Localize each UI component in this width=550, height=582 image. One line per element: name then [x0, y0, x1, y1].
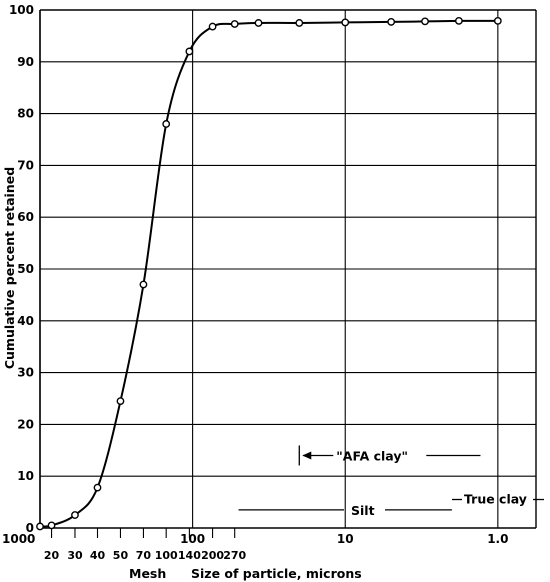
mesh-tick-label-40: 40: [90, 549, 106, 562]
data-point-11: [295, 19, 304, 27]
data-point-14: [421, 17, 429, 26]
y-tick-label-60: 60: [17, 210, 34, 224]
y-tick-label-30: 30: [17, 366, 34, 380]
grid: [39, 9, 536, 529]
mesh-tick-label-70: 70: [136, 549, 152, 562]
y-tick-label-100: 100: [9, 3, 34, 17]
x-axis: 1000 100 10 1.0: [2, 532, 508, 546]
plot-frame: [39, 9, 537, 529]
silt-label: Silt: [351, 503, 375, 518]
afa-clay-label: "AFA clay": [336, 448, 408, 463]
y-tick-label-90: 90: [17, 55, 34, 69]
data-point-16: [493, 16, 502, 25]
data-point-3: [93, 483, 102, 492]
mesh-axis-title: Mesh: [129, 566, 166, 581]
y-axis-title: Cumulative percent retained: [2, 167, 17, 369]
x-tick-label-100: 100: [180, 532, 205, 546]
mesh-tick-label-50: 50: [113, 549, 129, 562]
mesh-tick-label-30: 30: [67, 549, 83, 562]
data-point-10: [254, 19, 263, 27]
y-tick-label-80: 80: [17, 107, 34, 121]
x-axis-title: Size of particle, microns: [191, 566, 362, 581]
data-points: [36, 16, 502, 531]
data-point-7: [185, 47, 194, 56]
data-point-13: [387, 18, 396, 26]
mesh-tick-label-140: 140: [178, 549, 201, 562]
y-tick-label-20: 20: [17, 417, 34, 431]
data-point-5: [139, 280, 148, 289]
afa-clay-arrowhead: [302, 451, 312, 460]
x-tick-label-10: 10: [337, 532, 354, 546]
y-tick-label-10: 10: [17, 469, 34, 483]
data-point-15: [454, 16, 463, 25]
data-point-6: [162, 120, 171, 128]
annotations: "AFA clay" Silt True clay: [238, 445, 544, 518]
data-point-1: [47, 521, 56, 530]
mesh-axis: 20 30 40 50 70 100 140 200 270: [44, 528, 247, 562]
data-point-4: [116, 397, 125, 405]
data-point-0: [36, 522, 44, 531]
mesh-tick-label-270: 270: [223, 549, 246, 562]
data-point-12: [341, 18, 350, 27]
data-point-8: [208, 22, 217, 31]
cumulative-curve: [39, 19, 498, 528]
y-axis: 0 10 20 30 40 50 60 70 80 90 100: [9, 3, 34, 535]
y-tick-label-70: 70: [17, 158, 34, 172]
data-point-9: [230, 20, 239, 28]
x-tick-label-1.0: 1.0: [487, 532, 508, 546]
true-clay-label: True clay: [464, 492, 527, 507]
y-tick-label-0: 0: [26, 521, 34, 535]
x-tick-label-1000: 1000: [2, 532, 35, 546]
mesh-tick-label-20: 20: [44, 549, 60, 562]
y-tick-label-40: 40: [17, 314, 34, 328]
y-tick-label-50: 50: [17, 262, 34, 276]
data-point-2: [71, 511, 79, 519]
mesh-tick-label-200: 200: [201, 549, 224, 562]
mesh-tick-label-100: 100: [155, 549, 178, 562]
